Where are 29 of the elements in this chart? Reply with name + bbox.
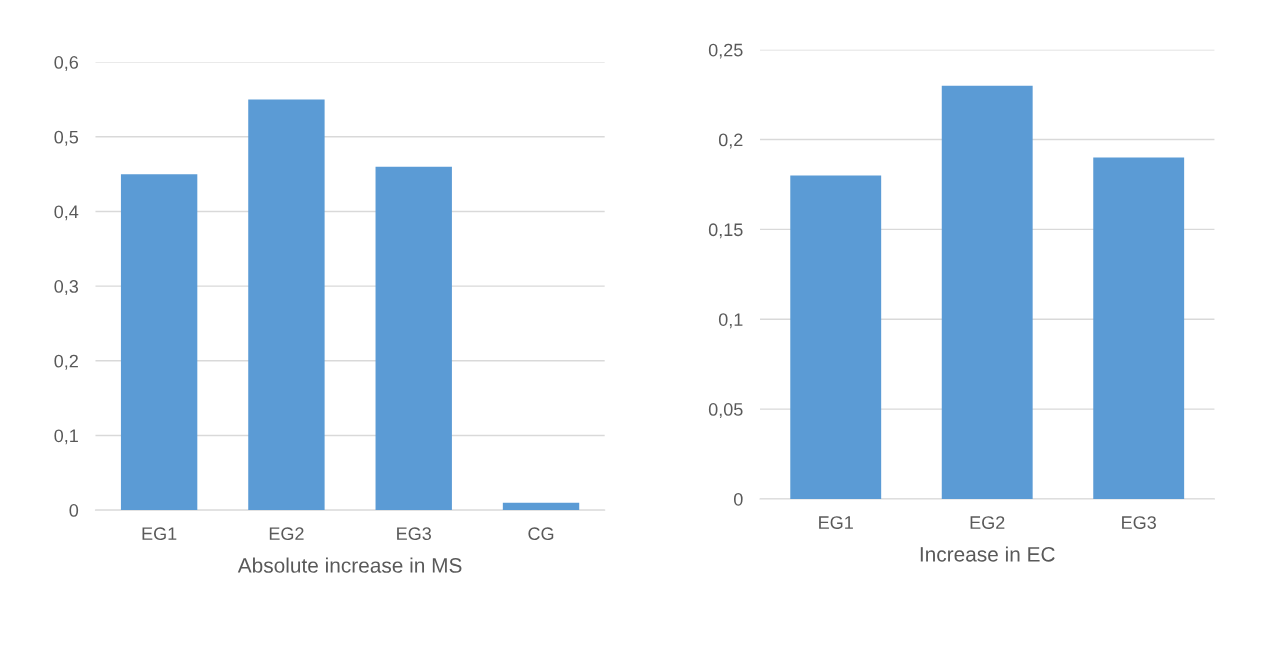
bar	[502, 502, 580, 511]
x-axis-title: Absolute increase in MS	[237, 557, 462, 573]
bar	[375, 166, 452, 511]
y-tick-label: 0,15	[708, 223, 743, 239]
bar	[1093, 157, 1185, 499]
y-tick-label: 0	[733, 492, 743, 506]
bar	[941, 85, 1033, 499]
x-tick-label: EG2	[269, 527, 304, 541]
x-tick-label: EG3	[397, 527, 431, 541]
bar	[248, 99, 325, 511]
x-axis-title: Increase in EC	[920, 546, 1055, 562]
y-tick-label: 0,1	[54, 429, 78, 445]
y-tick-label: 0,4	[54, 205, 79, 221]
y-tick-label: 0,2	[54, 354, 78, 370]
y-tick-label: 0,25	[708, 43, 743, 59]
y-tick-label: 0,6	[54, 56, 79, 71]
x-tick-label: EG1	[819, 516, 853, 529]
x-tick-label: EG3	[1122, 516, 1156, 529]
y-tick-label: 0,5	[54, 130, 79, 146]
y-tick-label: 0,3	[54, 280, 79, 295]
y-tick-label: 0	[69, 504, 79, 517]
y-tick-label: 0,1	[718, 313, 743, 329]
y-tick-label: 0,2	[718, 133, 743, 149]
bar	[790, 175, 882, 499]
x-tick-label: CG	[528, 527, 554, 541]
bar	[120, 174, 198, 511]
x-tick-label: EG1	[142, 527, 177, 541]
x-tick-label: EG2	[970, 516, 1005, 529]
y-tick-label: 0,05	[708, 403, 743, 418]
